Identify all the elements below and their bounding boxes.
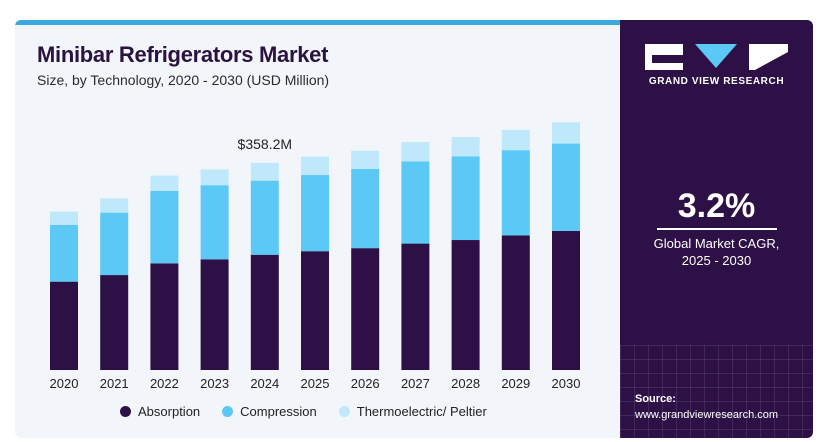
x-tick-label-2021: 2021 <box>100 376 129 391</box>
bar-absorption-2020 <box>50 281 78 370</box>
brand-name: GRAND VIEW RESEARCH <box>648 76 785 87</box>
x-tick-label-2029: 2029 <box>501 376 530 391</box>
bar-thermoelectric-peltier-2020 <box>50 211 78 225</box>
sidebar-grid-pattern <box>620 345 813 438</box>
x-tick-label-2027: 2027 <box>401 376 430 391</box>
x-tick-label-2020: 2020 <box>50 376 79 391</box>
bar-absorption-2026 <box>351 248 380 370</box>
bar-absorption-2022 <box>150 263 179 370</box>
bar-compression-2028 <box>451 156 480 241</box>
source-url[interactable]: www.grandviewresearch.com <box>635 409 779 421</box>
legend-label-absorption: Absorption <box>138 404 201 419</box>
legend-label-compression: Compression <box>240 404 317 419</box>
x-tick-label-2028: 2028 <box>451 376 480 391</box>
bar-compression-2025 <box>301 175 329 252</box>
x-tick-label-2023: 2023 <box>200 376 229 391</box>
bar-compression-2024 <box>250 180 279 255</box>
x-tick-label-2025: 2025 <box>301 376 330 391</box>
bar-thermoelectric-peltier-2022 <box>150 175 179 191</box>
legend-swatch-thermoelectric <box>338 406 350 417</box>
source-title: Source: <box>635 393 676 405</box>
bar-absorption-2028 <box>451 240 480 370</box>
bar-absorption-2029 <box>501 235 530 370</box>
bar-thermoelectric-peltier-2025 <box>301 156 329 176</box>
x-tick-label-2026: 2026 <box>351 376 380 391</box>
bar-compression-2021 <box>100 212 129 276</box>
bar-absorption-2023 <box>200 259 229 370</box>
legend-label-thermoelectric: Thermoelectric/ Peltier <box>356 404 487 419</box>
cagr-value: 3.2% <box>677 187 756 225</box>
bar-thermoelectric-peltier-2027 <box>401 142 430 162</box>
legend-item-thermoelectric: Thermoelectric/ Peltier <box>338 404 487 419</box>
data-label-2024: $358.2M <box>238 136 292 152</box>
bar-compression-2030 <box>552 143 580 231</box>
bar-compression-2023 <box>200 185 229 260</box>
bar-compression-2026 <box>351 168 380 249</box>
bar-absorption-2024 <box>250 254 279 370</box>
bar-thermoelectric-peltier-2028 <box>451 136 480 157</box>
infographic-card: Minibar Refrigerators Market Size, by Te… <box>15 20 813 438</box>
bar-compression-2020 <box>50 224 78 282</box>
bar-compression-2027 <box>401 161 430 244</box>
accent-bar <box>15 20 620 25</box>
bar-absorption-2025 <box>301 251 329 370</box>
sidebar-panel: GRAND VIEW RESEARCH 3.2% Global Market C… <box>620 20 813 438</box>
legend-swatch-compression <box>222 406 234 417</box>
bar-absorption-2030 <box>552 230 580 370</box>
bar-thermoelectric-peltier-2026 <box>351 150 380 169</box>
legend-swatch-absorption <box>120 406 131 417</box>
bar-thermoelectric-peltier-2024 <box>250 162 279 181</box>
bar-chart: 2020 2021 2022 2023 2024 $358.2M 2025 2026 2027 2… <box>50 122 581 391</box>
bar-thermoelectric-peltier-2023 <box>200 169 229 186</box>
bar-compression-2022 <box>150 190 179 264</box>
cagr-label-line2: 2025 - 2030 <box>681 253 752 268</box>
bar-absorption-2027 <box>401 243 430 370</box>
bar-compression-2029 <box>501 150 530 236</box>
bar-thermoelectric-peltier-2021 <box>100 198 129 213</box>
grand-view-research-logo-icon <box>645 44 788 70</box>
bar-thermoelectric-peltier-2029 <box>501 129 530 151</box>
chart-subtitle: Size, by Technology, 2020 - 2030 (USD Mi… <box>37 72 330 88</box>
x-tick-label-2030: 2030 <box>552 376 581 391</box>
chart-title: Minibar Refrigerators Market <box>37 42 329 67</box>
cagr-label: Global Market CAGR, 2025 - 2030 <box>620 235 813 269</box>
cagr-label-line1: Global Market CAGR, <box>653 236 780 251</box>
chart-legend: Absorption Compression Thermoelectric/ P… <box>120 404 487 419</box>
legend-item-compression: Compression <box>222 404 317 419</box>
bar-thermoelectric-peltier-2030 <box>552 122 580 144</box>
x-tick-label-2024: 2024 <box>250 376 279 391</box>
bar-absorption-2021 <box>100 275 129 370</box>
cagr-divider <box>657 228 777 230</box>
x-tick-label-2022: 2022 <box>150 376 179 391</box>
legend-item-absorption: Absorption <box>120 404 200 419</box>
